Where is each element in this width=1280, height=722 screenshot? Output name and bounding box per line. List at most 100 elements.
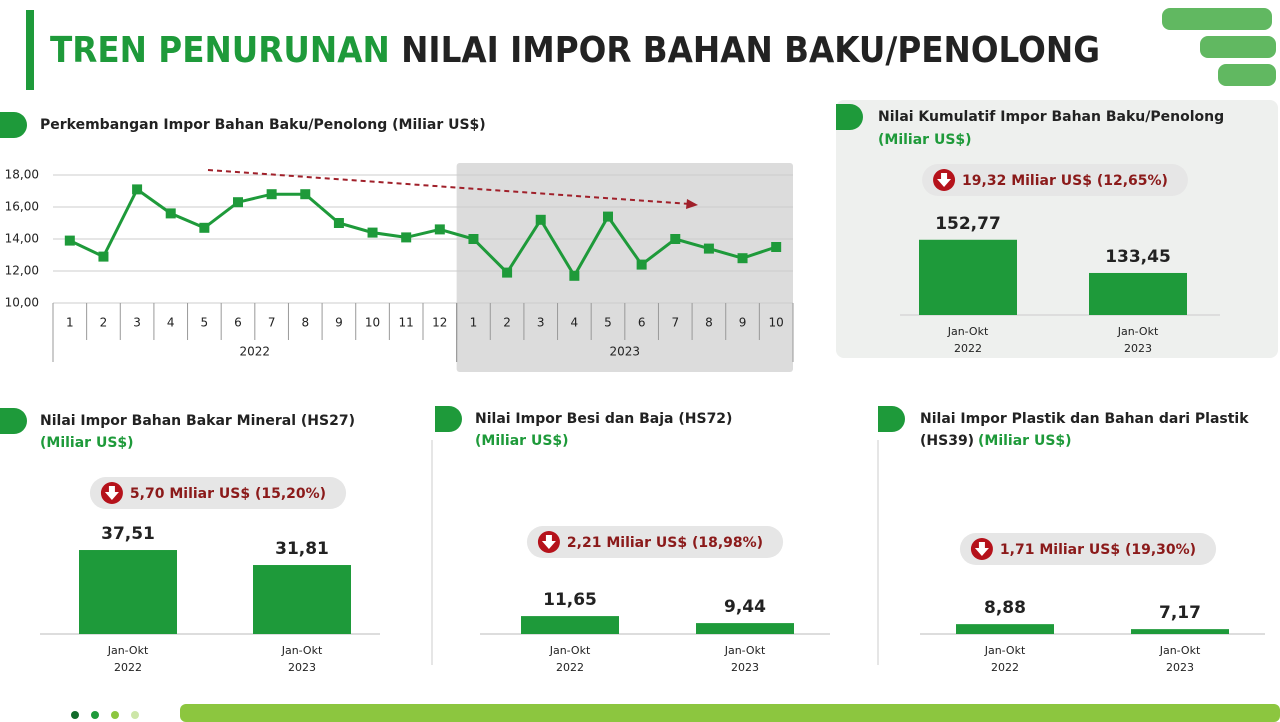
data-point xyxy=(300,189,311,200)
category-label: Jan-Okt xyxy=(549,644,591,657)
badge-pill xyxy=(89,477,347,509)
data-point xyxy=(64,235,75,246)
data-point xyxy=(266,189,277,200)
footer-bar xyxy=(180,704,1280,722)
bar xyxy=(1089,272,1187,315)
chart-subtitle: (Miliar US$) xyxy=(978,433,1072,449)
chart-title: Nilai Impor Bahan Bakar Mineral (HS27) xyxy=(40,413,355,429)
value-label: 11,65 xyxy=(543,590,597,610)
data-point xyxy=(165,208,176,219)
badge-pill xyxy=(526,526,784,558)
panel-icon xyxy=(878,406,905,432)
x-tick-label: 11 xyxy=(399,316,414,330)
x-tick-label: 5 xyxy=(604,316,612,330)
badge-pill xyxy=(922,164,1188,196)
x-tick-label: 2 xyxy=(503,316,511,330)
highlight-region xyxy=(456,163,793,372)
value-label: 8,88 xyxy=(984,598,1026,618)
category-label: 2023 xyxy=(1124,342,1152,355)
data-point xyxy=(535,214,546,225)
chart-subtitle: (Miliar US$) xyxy=(40,435,134,451)
bar xyxy=(696,623,794,634)
value-label: 152,77 xyxy=(935,214,1001,234)
y-tick-label: 18,00 xyxy=(5,168,39,182)
title-dark: NILAI IMPOR BAHAN BAKU/PENOLONG xyxy=(401,30,1100,71)
change-label: 2,21 Miliar US$ (18,98%) xyxy=(567,535,763,551)
x-tick-label: 12 xyxy=(432,316,447,330)
change-badge: 1,71 Miliar US$ (19,30%) xyxy=(959,533,1217,565)
data-point xyxy=(569,270,580,281)
chart-title: Nilai Impor Besi dan Baja (HS72) xyxy=(475,411,732,427)
category-label: 2022 xyxy=(991,661,1019,674)
data-point xyxy=(199,222,210,233)
chart-title: Nilai Kumulatif Impor Bahan Baku/Penolon… xyxy=(878,109,1224,125)
data-point xyxy=(434,224,445,235)
chart-title: Nilai Impor Plastik dan Bahan dari Plast… xyxy=(920,411,1249,427)
category-label: 2022 xyxy=(114,661,142,674)
category-label: Jan-Okt xyxy=(281,644,323,657)
category-label: Jan-Okt xyxy=(1159,644,1201,657)
badge-pill xyxy=(959,533,1217,565)
value-label: 37,51 xyxy=(101,524,155,544)
x-tick-label: 10 xyxy=(365,316,380,330)
footer-dots xyxy=(71,711,139,719)
x-tick-label: 6 xyxy=(638,316,646,330)
panel-icon xyxy=(0,408,27,434)
chart-title: (HS39) xyxy=(920,433,974,449)
change-label: 5,70 Miliar US$ (15,20%) xyxy=(130,486,326,502)
data-point xyxy=(502,267,513,278)
bar xyxy=(79,550,177,634)
bar xyxy=(1131,629,1229,634)
category-label: Jan-Okt xyxy=(724,644,766,657)
data-point xyxy=(132,184,143,195)
x-tick-label: 8 xyxy=(301,316,309,330)
data-point xyxy=(603,211,613,222)
chart-title: Perkembangan Impor Bahan Baku/Penolong (… xyxy=(40,117,486,133)
y-tick-label: 12,00 xyxy=(5,264,39,278)
group-label: 2022 xyxy=(240,345,271,359)
data-point xyxy=(636,259,647,270)
data-point xyxy=(771,242,782,252)
group-label: 2023 xyxy=(610,345,641,359)
x-tick-label: 1 xyxy=(470,316,478,330)
x-tick-label: 3 xyxy=(537,316,545,330)
x-tick-label: 2 xyxy=(100,316,108,330)
x-tick-label: 7 xyxy=(268,316,276,330)
bar xyxy=(956,624,1054,634)
x-tick-label: 1 xyxy=(66,316,74,330)
data-point xyxy=(401,232,412,243)
bar xyxy=(521,616,619,634)
bar xyxy=(919,239,1017,315)
x-tick-label: 9 xyxy=(739,316,747,330)
value-label: 31,81 xyxy=(275,539,329,559)
data-point xyxy=(98,251,109,262)
value-label: 9,44 xyxy=(724,597,766,617)
arrow-head xyxy=(686,199,698,209)
panel-icon xyxy=(0,112,27,138)
y-tick-label: 10,00 xyxy=(5,296,39,310)
category-label: 2022 xyxy=(556,661,584,674)
chart-subtitle: (Miliar US$) xyxy=(878,132,972,148)
category-label: 2023 xyxy=(731,661,759,674)
category-label: 2022 xyxy=(954,342,982,355)
y-tick-label: 16,00 xyxy=(5,200,39,214)
x-tick-label: 4 xyxy=(571,316,579,330)
category-label: Jan-Okt xyxy=(1117,325,1159,338)
value-label: 7,17 xyxy=(1159,603,1201,623)
x-tick-label: 5 xyxy=(201,316,209,330)
down-arrow xyxy=(541,535,556,549)
value-label: 133,45 xyxy=(1105,247,1171,267)
data-point xyxy=(233,197,243,208)
category-label: 2023 xyxy=(1166,661,1194,674)
change-badge: 19,32 Miliar US$ (12,65%) xyxy=(922,164,1188,196)
bar xyxy=(253,565,351,634)
down-arrow xyxy=(104,486,119,500)
page-title: TREN PENURUNAN NILAI IMPOR BAHAN BAKU/PE… xyxy=(50,30,1100,71)
x-tick-label: 10 xyxy=(769,316,784,330)
data-point xyxy=(333,218,344,228)
change-badge: 5,70 Miliar US$ (15,20%) xyxy=(89,477,347,509)
x-tick-label: 4 xyxy=(167,316,175,330)
category-label: 2023 xyxy=(288,661,316,674)
chart-subtitle: (Miliar US$) xyxy=(475,433,569,449)
